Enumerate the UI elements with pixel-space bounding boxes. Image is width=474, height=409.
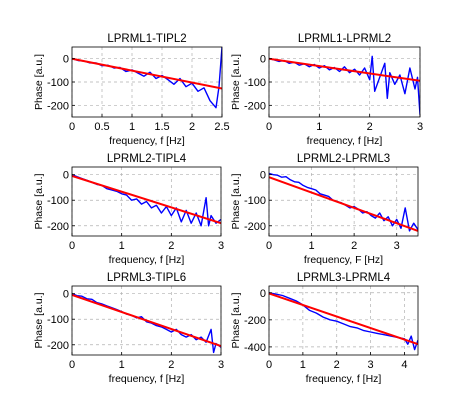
x-tick-label: 0 <box>69 240 75 252</box>
subplot-6: 0 1 2 3 4 0 -200 -400 LPRML3-LPRML4 frequency, f … <box>230 272 419 385</box>
x-tick-label: 0 <box>266 121 272 133</box>
subplot-title: LPRML3-TIPL6 <box>107 272 186 284</box>
x-tick-label: 0 <box>69 359 75 371</box>
x-tick-label: 3 <box>218 240 224 252</box>
x-axis-label: frequency, f [Hz] <box>307 135 383 147</box>
subplot-title: LPRML2-TIPL4 <box>107 153 187 165</box>
x-tick-label: 1 <box>316 121 322 133</box>
subplot-title: LPRML1-LPRML2 <box>298 33 391 45</box>
subplot-4: 0 1 2 3 0 -100 -200 LPRML2-LPRML3 frequency, F [… <box>230 153 419 266</box>
y-axis-label: Phase [a.u.] <box>230 54 242 110</box>
y-tick-label: -100 <box>244 195 266 207</box>
x-tick-label: 3 <box>417 121 423 133</box>
subplot-title: LPRML2-LPRML3 <box>297 153 390 165</box>
fit-line <box>72 174 221 225</box>
y-tick-label: -100 <box>47 195 69 207</box>
y-tick-label: 0 <box>260 288 266 300</box>
fit-line <box>72 57 222 90</box>
axes-frame <box>268 285 419 356</box>
x-tick-label: 0 <box>266 359 272 371</box>
x-tick-label: 1.5 <box>154 121 169 133</box>
x-tick-label: 4 <box>401 359 407 371</box>
subplot-5: 0 1 2 3 0 -100 -200 LPRML3-TIPL6 frequency, f [H… <box>33 272 224 385</box>
axes-frame <box>268 166 419 237</box>
subplot-1: 0 0.5 1 1.5 2 2.5 0 -100 -200 LPRML1-TIPL2 frequen… <box>33 33 230 147</box>
x-tick-label: 2 <box>351 240 357 252</box>
x-tick-label: 3 <box>218 359 224 371</box>
y-tick-label: -100 <box>47 314 69 326</box>
y-tick-label: 0 <box>260 54 266 66</box>
x-tick-label: 1 <box>119 359 125 371</box>
y-tick-label: -100 <box>47 77 69 89</box>
x-tick-label: 2 <box>168 240 174 252</box>
x-tick-label: 2.5 <box>214 121 229 133</box>
y-tick-label: 0 <box>63 289 69 301</box>
y-tick-label: -200 <box>47 100 69 112</box>
y-tick-label: -200 <box>244 315 266 327</box>
x-axis-label: frequency, f [Hz] <box>109 373 185 385</box>
x-tick-label: 2 <box>334 359 340 371</box>
y-tick-label: -100 <box>244 77 266 89</box>
y-tick-label: 0 <box>63 170 69 182</box>
y-tick-label: 0 <box>63 54 69 66</box>
x-tick-label: 1 <box>309 240 315 252</box>
y-tick-label: -200 <box>47 221 69 233</box>
x-tick-label: 3 <box>394 240 400 252</box>
plot-area <box>269 286 418 355</box>
fit-line <box>269 176 418 232</box>
y-axis-label: Phase [a.u.] <box>33 54 45 110</box>
x-tick-label: 1 <box>119 240 125 252</box>
subplot-3: 0 1 2 3 0 -100 -200 LPRML2-TIPL4 frequency, f [H… <box>33 153 224 266</box>
x-tick-label: 1 <box>129 121 135 133</box>
x-tick-label: 2 <box>189 121 195 133</box>
y-axis-label: Phase [a.u.] <box>230 173 242 229</box>
y-tick-label: -200 <box>244 221 266 233</box>
x-tick-label: 3 <box>368 359 374 371</box>
y-tick-label: 0 <box>260 170 266 182</box>
y-axis-label: Phase [a.u.] <box>33 292 45 348</box>
subplot-title: LPRML3-LPRML4 <box>297 272 391 284</box>
x-axis-label: frequency, F [Hz] <box>304 254 383 266</box>
x-axis-label: frequency, f [Hz] <box>109 135 185 147</box>
axes-frame <box>71 166 222 237</box>
x-axis-label: frequency, f [Hz] <box>109 254 185 266</box>
x-axis-label: frequency, f [Hz] <box>306 373 382 385</box>
subplot-2: 0 1 2 3 0 -100 -200 LPRML1-LPRML2 frequency, f [… <box>230 33 423 147</box>
x-tick-label: 2 <box>367 121 373 133</box>
x-tick-label: 1 <box>300 359 306 371</box>
x-tick-label: 0.5 <box>94 121 109 133</box>
y-tick-label: -200 <box>47 340 69 352</box>
x-tick-label: 0 <box>69 121 75 133</box>
subplot-title: LPRML1-TIPL2 <box>107 33 186 45</box>
x-tick-label: 2 <box>168 359 174 371</box>
x-tick-label: 0 <box>266 240 272 252</box>
y-axis-label: Phase [a.u.] <box>230 292 242 348</box>
y-axis-label: Phase [a.u.] <box>33 173 45 229</box>
y-tick-label: -400 <box>244 342 266 354</box>
fit-line <box>72 293 221 348</box>
fit-line <box>269 292 418 346</box>
y-tick-label: -200 <box>244 100 266 112</box>
axes-frame <box>71 285 222 356</box>
fit-line <box>269 57 420 82</box>
